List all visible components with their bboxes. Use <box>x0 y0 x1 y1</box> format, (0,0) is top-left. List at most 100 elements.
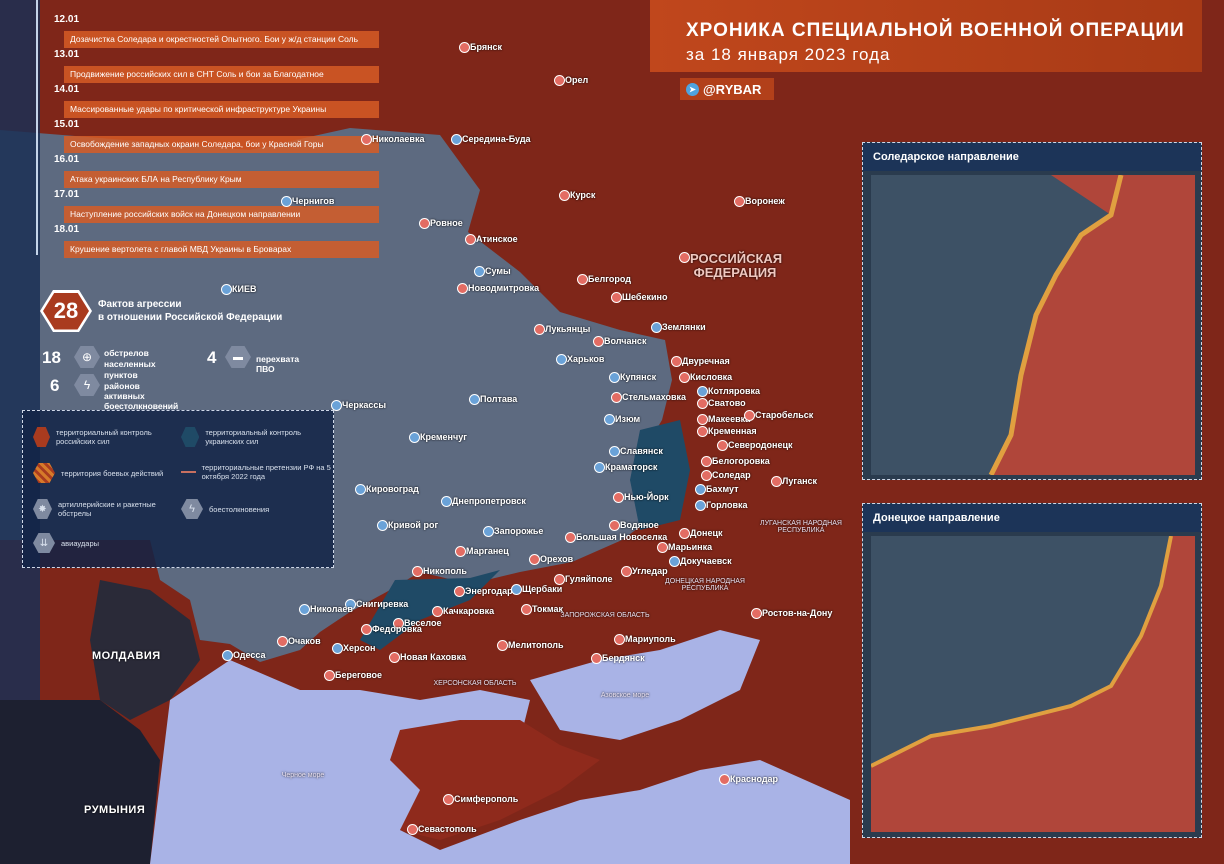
city-marker[interactable]: Угледар <box>621 566 668 577</box>
air-defense-icon: ▬ <box>225 346 251 368</box>
city-marker[interactable]: Орел <box>553 75 589 86</box>
city-marker[interactable]: Черкассы <box>330 400 387 411</box>
city-marker[interactable]: Орехов <box>528 554 574 565</box>
romania <box>0 700 160 864</box>
legend: территориальный контроль российских сил … <box>22 410 334 568</box>
city-marker[interactable]: Мариуполь <box>614 634 676 645</box>
legend-clash: ϟ боестолкновения <box>181 499 331 519</box>
city-marker[interactable]: Федоровка <box>361 624 422 635</box>
city-marker[interactable]: Атинское <box>465 234 518 245</box>
city-marker[interactable]: Брянск <box>458 42 503 53</box>
city-marker[interactable]: Кременная <box>697 426 757 437</box>
city-marker[interactable]: Кривой рог <box>376 520 439 531</box>
city-marker[interactable]: Одесса <box>222 650 266 661</box>
city-marker[interactable]: Веселое <box>393 618 442 629</box>
city-marker[interactable]: Стельмаховка <box>610 392 687 403</box>
city-marker[interactable]: Кировоград <box>355 484 419 495</box>
city-marker[interactable]: Очаков <box>277 636 321 647</box>
city-marker[interactable]: Славянск <box>609 446 663 457</box>
city-marker[interactable]: Воронеж <box>734 196 785 207</box>
city-marker[interactable]: Бахмут <box>695 484 739 495</box>
city-marker[interactable]: Макеевка <box>696 414 751 425</box>
city-marker[interactable]: Запорожье <box>482 526 544 537</box>
city-marker[interactable]: Водяное <box>609 520 659 531</box>
left-panel-bg <box>0 0 40 864</box>
city-marker[interactable]: Горловка <box>695 500 748 511</box>
city-marker[interactable]: Шебекино <box>610 292 668 303</box>
city-marker[interactable]: Котляровка <box>696 386 761 397</box>
city-marker[interactable]: Краматорск <box>593 462 658 473</box>
city-marker[interactable]: Изюм <box>603 414 641 425</box>
bomb-icon: ⇊ <box>33 533 55 553</box>
city-marker[interactable]: Северодонецк <box>717 440 793 451</box>
city-marker[interactable]: Никополь <box>412 566 467 577</box>
city-marker[interactable]: Симферополь <box>442 794 519 805</box>
city-marker[interactable]: Курск <box>558 190 596 201</box>
city-marker[interactable]: Соледар <box>701 470 751 481</box>
city-marker[interactable]: Полтава <box>468 394 518 405</box>
timeline-date: 12.01 <box>54 14 80 25</box>
city-marker[interactable]: Белогоровка <box>701 456 770 467</box>
city-marker[interactable]: Ростов-на-Дону <box>750 608 833 619</box>
timeline-event[interactable]: Атака украинских БЛА на Республику Крым <box>64 171 379 188</box>
title-banner: ХРОНИКА СПЕЦИАЛЬНОЙ ВОЕННОЙ ОПЕРАЦИИ за … <box>650 0 1202 72</box>
moldova <box>90 580 200 720</box>
city-marker[interactable]: Харьков <box>555 354 605 365</box>
city-marker[interactable]: Марьинка <box>656 542 713 553</box>
timeline-event[interactable]: Освобождение западных окраин Соледара, б… <box>64 136 379 153</box>
city-marker[interactable]: Качкаровка <box>431 606 495 617</box>
city-marker[interactable]: КИЕВ <box>220 284 257 295</box>
timeline-date: 17.01 <box>54 189 80 200</box>
city-marker[interactable]: Снигиревка <box>344 599 409 610</box>
city-marker[interactable]: Щербаки <box>510 584 563 595</box>
city-marker[interactable]: Белгород <box>577 274 631 285</box>
city-marker[interactable]: Бердянск <box>591 653 645 664</box>
city-marker[interactable]: Гуляйполе <box>553 574 613 585</box>
city-marker[interactable]: Херсон <box>331 643 376 654</box>
city-marker[interactable]: Купянск <box>608 372 657 383</box>
city-marker[interactable]: Николаевка <box>360 134 425 145</box>
city-marker[interactable]: Нью-Йорк <box>613 492 669 503</box>
city-marker[interactable]: Старобельск <box>743 410 814 421</box>
city-marker[interactable]: Лукьянцы <box>533 324 591 335</box>
city-marker[interactable]: Донецк <box>679 528 723 539</box>
city-marker[interactable]: Энергодар <box>454 586 513 597</box>
city-marker[interactable]: Большая Новоселка <box>564 532 668 543</box>
inset-donetsk[interactable]: Донецкое направление <box>862 503 1202 838</box>
region-label-dnr: ДОНЕЦКАЯ НАРОДНАЯ РЕСПУБЛИКА <box>665 578 745 592</box>
city-marker[interactable]: Николаев <box>299 604 353 615</box>
city-marker[interactable]: Береговое <box>323 670 383 681</box>
city-marker[interactable]: Кременчуг <box>409 432 467 443</box>
city-marker[interactable]: Середина-Буда <box>451 134 531 145</box>
city-marker[interactable]: Токмак <box>521 604 563 615</box>
city-marker[interactable]: Волчанск <box>592 336 647 347</box>
city-marker[interactable]: Марганец <box>455 546 509 557</box>
city-marker[interactable]: Чернигов <box>280 196 335 207</box>
city-marker[interactable]: Новодмитровка <box>456 283 540 294</box>
city-marker[interactable]: Сватово <box>697 398 746 409</box>
city-marker[interactable]: Новая Каховка <box>388 652 467 663</box>
timeline-event[interactable]: Продвижение российских сил в СНТ Соль и … <box>64 66 379 83</box>
city-marker[interactable]: Кисловка <box>678 372 733 383</box>
city-marker[interactable]: Краснодар <box>718 774 779 785</box>
black-sea <box>150 660 850 864</box>
city-marker[interactable]: Днепропетровск <box>441 496 526 507</box>
brand-link[interactable]: ➤ @RYBAR <box>680 78 774 100</box>
legend-artillery: ✸ артиллерийские и ракетные обстрелы <box>33 499 173 519</box>
city-marker[interactable]: Двуречная <box>671 356 730 367</box>
timeline-event[interactable]: Крушение вертолета с главой МВД Украины … <box>64 241 379 258</box>
timeline-event[interactable]: Массированные удары по критической инфра… <box>64 101 379 118</box>
timeline-date: 18.01 <box>54 224 80 235</box>
city-marker[interactable]: Ровное <box>419 218 463 229</box>
city-marker[interactable]: Севастополь <box>407 824 477 835</box>
city-marker[interactable]: Мелитополь <box>497 640 564 651</box>
city-marker[interactable]: Докучаевск <box>669 556 732 567</box>
inset-soledar[interactable]: Соледарское направление <box>862 142 1202 480</box>
timeline-event[interactable]: Наступление российских войск на Донецком… <box>64 206 379 223</box>
city-marker[interactable]: Луганск <box>770 476 818 487</box>
city-marker[interactable]: Землянки <box>651 322 706 333</box>
region-label-moldova: МОЛДАВИЯ <box>92 650 161 662</box>
city-marker[interactable]: Сумы <box>474 266 511 277</box>
telegram-icon: ➤ <box>686 82 699 96</box>
timeline-event[interactable]: Дозачистка Соледара и окрестностей Опытн… <box>64 31 379 48</box>
